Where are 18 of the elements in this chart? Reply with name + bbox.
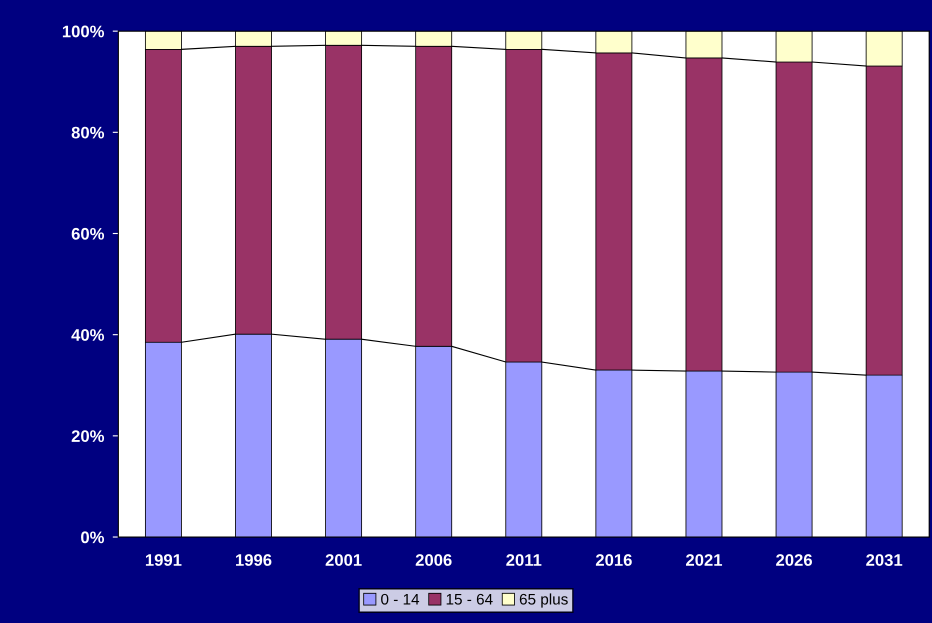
y-tick-label: 100% (62, 26, 104, 38)
x-tick-label: 2006 (416, 554, 452, 566)
x-tick-label: 2021 (686, 554, 722, 566)
y-tick-label: 60% (72, 228, 104, 240)
y-tick-label: 40% (71, 329, 104, 341)
y-tick-label: 20% (72, 430, 104, 442)
legend-label: 0 - 14 (381, 594, 420, 605)
x-tick-label: 2031 (866, 554, 902, 566)
x-tick-label: 2016 (596, 554, 632, 566)
x-tick-label: 2026 (776, 554, 812, 566)
legend-label: 15 - 64 (446, 594, 493, 605)
y-tick-label: 80% (72, 126, 104, 139)
y-tick-label: 0% (81, 531, 104, 544)
x-tick-label: 1996 (236, 554, 272, 566)
x-tick-label: 1991 (146, 554, 182, 566)
x-tick-label: 2011 (506, 554, 542, 566)
x-tick-label: 2001 (326, 554, 362, 566)
legend-label: 65 plus (520, 593, 568, 608)
